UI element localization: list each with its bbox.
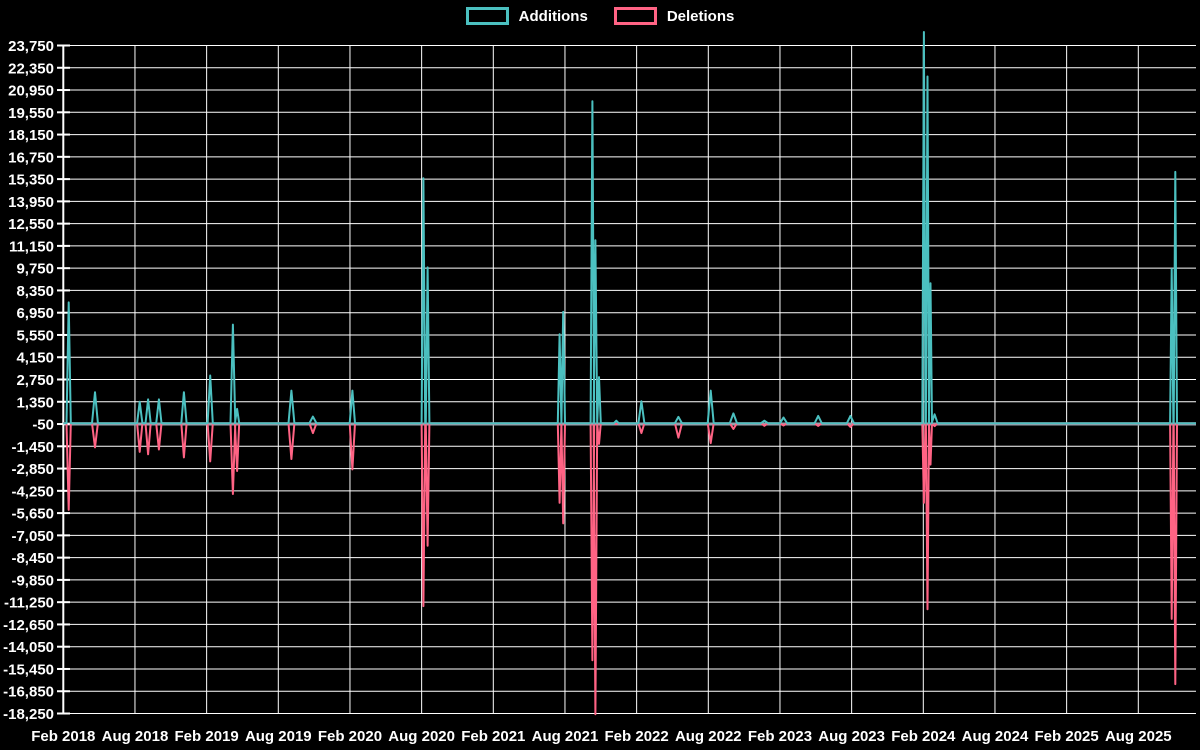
y-tick-label: -50: [32, 417, 54, 434]
y-tick-label: 6,950: [16, 305, 54, 322]
y-tick-label: 1,350: [16, 394, 54, 411]
y-tick-label: -8,450: [11, 550, 54, 567]
x-tick-label: Feb 2022: [605, 728, 669, 745]
y-tick-label: 16,750: [8, 149, 54, 166]
y-tick-label: -12,650: [3, 617, 54, 634]
x-tick-label: Feb 2024: [891, 728, 956, 745]
additions-series-line: [63, 31, 1196, 425]
x-tick-label: Aug 2023: [818, 728, 885, 745]
y-tick-label: 20,950: [8, 83, 54, 100]
y-tick-label: -1,450: [11, 439, 54, 456]
x-tick-label: Feb 2019: [175, 728, 239, 745]
y-tick-label: 9,750: [16, 261, 54, 278]
legend-deletions-label: Deletions: [666, 7, 735, 25]
x-tick-label: Aug 2025: [1105, 728, 1172, 745]
y-tick-label: 4,150: [16, 350, 54, 367]
y-tick-label: -7,050: [11, 528, 54, 545]
y-tick-label: -5,650: [11, 506, 54, 523]
x-tick-label: Feb 2018: [31, 728, 95, 745]
y-tick-label: 13,950: [8, 194, 54, 211]
x-tick-label: Feb 2025: [1035, 728, 1099, 745]
x-tick-label: Aug 2021: [532, 728, 599, 745]
y-tick-label: 23,750: [8, 38, 54, 55]
deletions-swatch-icon: [613, 7, 657, 25]
y-tick-label: -16,850: [3, 684, 54, 701]
chart-legend: Additions Deletions: [0, 7, 1200, 25]
additions-swatch-icon: [465, 7, 509, 25]
deletions-series-line: [63, 422, 1196, 716]
x-tick-label: Feb 2020: [318, 728, 382, 745]
y-tick-label: 8,350: [16, 283, 54, 300]
y-tick-label: -4,250: [11, 483, 54, 500]
x-axis-labels: Feb 2018 Aug 2018 Feb 2019 Aug 2019 Feb 2020…: [31, 728, 1171, 745]
x-tick-label: Feb 2023: [748, 728, 812, 745]
y-tick-label: -2,850: [11, 461, 54, 478]
y-axis: [57, 44, 70, 715]
y-tick-label: 15,350: [8, 172, 54, 189]
legend-item-deletions[interactable]: Deletions: [613, 7, 735, 25]
legend-additions-label: Additions: [518, 7, 588, 25]
x-tick-label: Aug 2018: [102, 728, 169, 745]
y-tick-label: 5,550: [16, 327, 54, 344]
x-tick-label: Aug 2019: [245, 728, 312, 745]
y-tick-label: -18,250: [3, 706, 54, 723]
y-tick-label: -9,850: [11, 572, 54, 589]
y-tick-label: 22,350: [8, 60, 54, 77]
x-tick-label: Feb 2021: [461, 728, 525, 745]
y-tick-label: 18,150: [8, 127, 54, 144]
x-tick-label: Aug 2022: [675, 728, 742, 745]
y-tick-label: -11,250: [4, 595, 54, 612]
y-tick-label: 2,750: [16, 372, 54, 389]
x-tick-label: Aug 2020: [388, 728, 455, 745]
x-tick-label: Aug 2024: [962, 728, 1029, 745]
y-tick-label: -14,050: [3, 639, 54, 656]
legend-item-additions[interactable]: Additions: [465, 7, 588, 25]
y-tick-label: 19,550: [8, 105, 54, 122]
y-tick-label: 12,550: [8, 216, 54, 233]
y-tick-label: -15,450: [3, 661, 54, 678]
y-axis-labels: 23,750 22,350 20,950 19,550 18,150 16,750 15,3…: [3, 38, 54, 723]
y-gridlines: [63, 45, 1196, 714]
y-tick-label: 11,150: [9, 238, 54, 255]
